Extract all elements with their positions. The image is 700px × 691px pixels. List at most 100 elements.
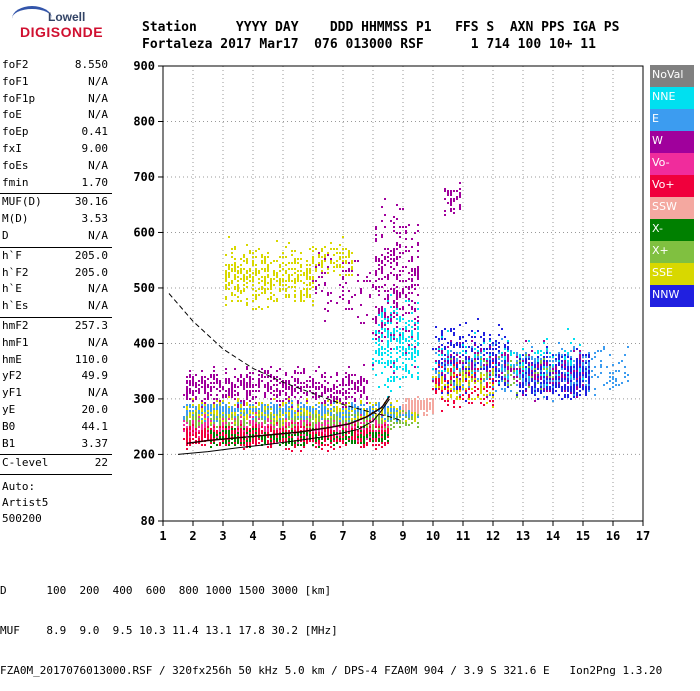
data-point [369, 420, 371, 422]
data-point [327, 382, 329, 384]
data-point [393, 274, 395, 276]
data-point [189, 380, 191, 382]
data-point [405, 246, 407, 248]
data-point [360, 382, 362, 384]
data-point [273, 394, 275, 396]
data-point [348, 254, 350, 256]
data-point [249, 440, 251, 442]
data-point [219, 412, 221, 414]
data-point [414, 318, 416, 320]
data-point [342, 256, 344, 258]
data-point [330, 402, 332, 404]
data-point [288, 448, 290, 450]
data-point [336, 266, 338, 268]
data-point [408, 418, 410, 420]
data-point [393, 290, 395, 292]
data-point [228, 268, 230, 270]
data-point [282, 384, 284, 386]
data-point [306, 394, 308, 396]
data-point [300, 416, 302, 418]
data-point [339, 392, 341, 394]
data-point [240, 424, 242, 426]
data-point [411, 416, 413, 418]
data-point [288, 286, 290, 288]
data-point [252, 260, 254, 262]
data-point [285, 406, 287, 408]
data-point [264, 436, 266, 438]
data-point [306, 410, 308, 412]
data-point [339, 390, 341, 392]
data-point [228, 430, 230, 432]
data-point [402, 292, 404, 294]
data-point [333, 384, 335, 386]
data-point [201, 432, 203, 434]
data-point [189, 436, 191, 438]
data-point [333, 262, 335, 264]
data-point [204, 410, 206, 412]
data-point [186, 448, 188, 450]
data-point [390, 348, 392, 350]
data-point [411, 238, 413, 240]
data-point [240, 416, 242, 418]
data-point [303, 294, 305, 296]
data-point [189, 410, 191, 412]
data-point [375, 334, 377, 336]
data-point [345, 256, 347, 258]
data-point [288, 412, 290, 414]
data-point [381, 420, 383, 422]
data-point [357, 410, 359, 412]
data-point [414, 420, 416, 422]
data-point [261, 440, 263, 442]
data-point [246, 376, 248, 378]
data-point [309, 440, 311, 442]
data-point [411, 308, 413, 310]
data-point [261, 414, 263, 416]
data-point [351, 252, 353, 254]
data-point [324, 392, 326, 394]
data-point [243, 430, 245, 432]
data-point [360, 400, 362, 402]
data-point [378, 416, 380, 418]
data-point [288, 242, 290, 244]
data-point [315, 248, 317, 250]
data-point [312, 408, 314, 410]
data-point [387, 436, 389, 438]
data-point [228, 276, 230, 278]
data-point [318, 424, 320, 426]
data-point [411, 418, 413, 420]
data-point [276, 390, 278, 392]
data-point [240, 290, 242, 292]
data-point [270, 292, 272, 294]
data-point [396, 302, 398, 304]
data-point [381, 432, 383, 434]
data-point [318, 444, 320, 446]
data-point [342, 392, 344, 394]
data-point [285, 402, 287, 404]
data-point [351, 382, 353, 384]
data-point [225, 430, 227, 432]
data-point [285, 394, 287, 396]
data-point [342, 416, 344, 418]
data-point [324, 432, 326, 434]
data-point [267, 372, 269, 374]
data-point [339, 436, 341, 438]
data-point [375, 238, 377, 240]
data-point [252, 424, 254, 426]
data-point [192, 420, 194, 422]
data-point [228, 428, 230, 430]
data-point [279, 368, 281, 370]
data-point [222, 414, 224, 416]
data-point [309, 276, 311, 278]
data-point [279, 420, 281, 422]
data-point [255, 416, 257, 418]
data-point [321, 432, 323, 434]
data-point [222, 408, 224, 410]
data-point [285, 290, 287, 292]
data-point [201, 434, 203, 436]
data-point [264, 428, 266, 430]
data-point [276, 428, 278, 430]
data-point [225, 378, 227, 380]
data-point [276, 420, 278, 422]
data-point [378, 422, 380, 424]
data-point [231, 422, 233, 424]
